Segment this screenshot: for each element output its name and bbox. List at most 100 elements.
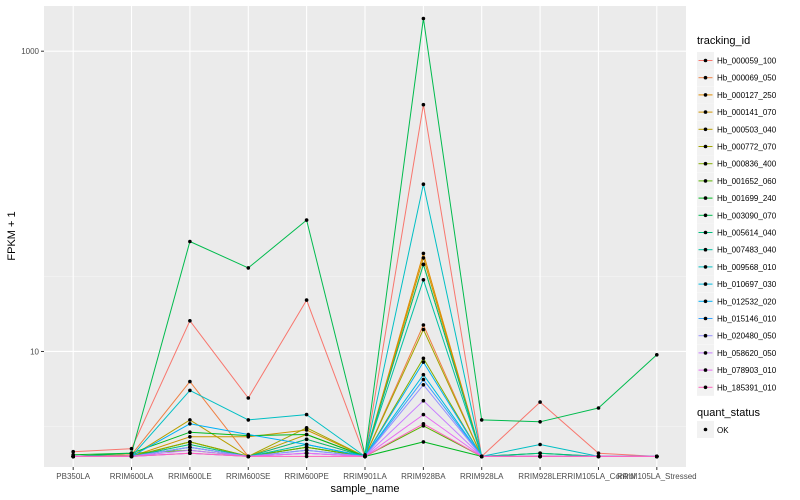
data-point [304, 451, 309, 456]
shape-legend-label: OK [717, 426, 729, 435]
legend-label: Hb_000141_070 [717, 108, 777, 117]
data-point [421, 323, 426, 327]
legend-label: Hb_020480_050 [717, 332, 777, 341]
data-point [129, 451, 134, 456]
data-point [304, 298, 309, 302]
x-tick-label: RRIM928LA [460, 472, 504, 481]
data-point [129, 454, 134, 459]
data-point [655, 353, 659, 357]
data-point [188, 451, 192, 456]
data-point [421, 262, 426, 267]
legend-point [703, 351, 708, 355]
legend-label: Hb_015146_010 [717, 315, 777, 324]
grid-major [44, 6, 686, 467]
data-point [421, 278, 426, 282]
x-tick-label: RRIM600LA [110, 472, 154, 481]
data-point [304, 412, 309, 417]
legend-items: Hb_000059_100 Hb_000069_050 Hb_000127_250 H… [697, 52, 777, 396]
x-tick-label: RRIM928BA [401, 472, 446, 481]
data-point [71, 454, 75, 459]
x-tick-label: RRIM901LA [343, 472, 387, 481]
data-point [188, 442, 192, 447]
data-point [188, 435, 192, 439]
data-point [188, 448, 192, 453]
legend-point [703, 299, 708, 304]
legend-point [703, 75, 708, 80]
data-point [421, 377, 426, 382]
data-point [538, 400, 542, 404]
legend-label: Hb_058620_050 [717, 349, 777, 358]
legend-point [703, 230, 708, 235]
x-tick-label: RRIM600LE [168, 472, 212, 481]
legend-label: Hb_000069_050 [717, 74, 777, 83]
legend-label: Hb_012532_020 [717, 297, 777, 306]
y-tick-label: 1000 [21, 47, 39, 56]
legend-label: Hb_000503_040 [717, 125, 777, 134]
legend-title: tracking_id [697, 35, 750, 47]
data-point [421, 360, 426, 364]
data-point [188, 379, 192, 384]
legend-label: Hb_000772_070 [717, 143, 777, 152]
data-point [421, 102, 426, 107]
legend-label: Hb_000059_100 [717, 57, 777, 66]
legend-point [703, 368, 708, 372]
series-points [71, 16, 659, 459]
x-axis-title: sample_name [330, 483, 399, 495]
data-point [304, 426, 309, 430]
data-point [421, 182, 426, 186]
legend-point [703, 265, 708, 269]
data-point [538, 442, 542, 447]
legend-point [703, 196, 708, 200]
data-point [246, 432, 251, 437]
data-point [421, 251, 426, 256]
data-point [421, 16, 426, 21]
data-point [188, 239, 192, 244]
legend-point [703, 110, 708, 114]
data-point [421, 398, 426, 403]
data-point [304, 218, 309, 222]
data-point [421, 372, 426, 377]
data-point [421, 383, 426, 387]
x-tick-label: RRIM105LA_Stressed [617, 472, 697, 481]
legend-label: Hb_007483_040 [717, 246, 777, 255]
data-point [304, 432, 309, 437]
legend-label: Hb_000127_250 [717, 91, 777, 100]
x-tick-label: RRIM105LA_Control [562, 472, 636, 481]
data-point [538, 454, 542, 459]
data-point [246, 418, 251, 422]
legend-point [703, 161, 708, 166]
legend-label: Hb_010697_030 [717, 280, 777, 289]
data-point [71, 449, 75, 454]
legend-label: Hb_005614_040 [717, 229, 777, 238]
legend-label: Hb_003090_070 [717, 211, 777, 220]
legend-point [703, 213, 708, 218]
legend-point [703, 282, 708, 286]
data-point [538, 420, 542, 424]
data-point [188, 445, 192, 450]
data-point [363, 454, 367, 459]
data-point [304, 454, 309, 459]
legend-point [703, 144, 708, 149]
legend-point [703, 385, 708, 390]
data-point [538, 451, 542, 456]
data-point [129, 446, 134, 451]
data-point [421, 440, 426, 444]
data-point [246, 454, 251, 459]
legend-point [703, 58, 708, 63]
legend-point [703, 179, 708, 183]
x-tick-label: RRIM600PE [284, 472, 328, 481]
x-tick-label: RRIM928LE [518, 472, 562, 481]
shape-legend-title: quant_status [697, 407, 760, 419]
data-point [421, 256, 426, 260]
data-point [188, 440, 192, 444]
legend-label: Hb_001699_240 [717, 194, 777, 203]
legend-label: Hb_078903_010 [717, 366, 777, 375]
data-point [246, 396, 251, 400]
y-axis: 10 1000 [21, 47, 44, 356]
y-tick-label: 10 [30, 347, 39, 356]
data-point [188, 422, 192, 426]
color-legend: tracking_id Hb_000059_100Hb_000069_050Hb… [697, 35, 777, 396]
x-tick-label: PB350LA [56, 472, 90, 481]
data-point [479, 454, 484, 459]
